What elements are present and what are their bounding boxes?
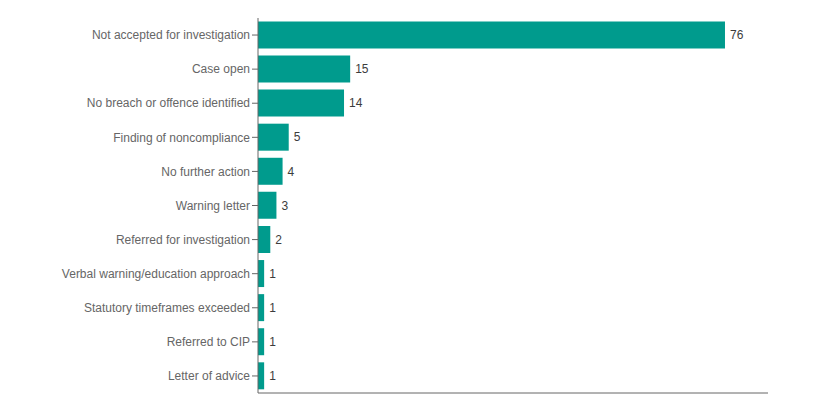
svg-text:15: 15 (355, 62, 369, 76)
svg-text:Verbal warning/education appro: Verbal warning/education approach (62, 267, 250, 281)
svg-text:No breach or offence identifie: No breach or offence identified (87, 96, 250, 110)
svg-text:Finding of noncompliance: Finding of noncompliance (113, 131, 250, 145)
svg-text:Warning letter: Warning letter (176, 199, 250, 213)
svg-text:No further action: No further action (161, 165, 250, 179)
svg-text:1: 1 (269, 369, 276, 383)
svg-text:14: 14 (349, 96, 363, 110)
svg-text:76: 76 (730, 28, 744, 42)
svg-text:Statutory timeframes exceeded: Statutory timeframes exceeded (84, 301, 250, 315)
svg-text:1: 1 (269, 335, 276, 349)
svg-text:1: 1 (269, 301, 276, 315)
svg-text:3: 3 (281, 199, 288, 213)
svg-text:2: 2 (275, 233, 282, 247)
svg-text:Letter of advice: Letter of advice (168, 369, 250, 383)
svg-text:1: 1 (269, 267, 276, 281)
svg-text:5: 5 (294, 130, 301, 144)
svg-text:4: 4 (288, 165, 295, 179)
svg-text:Referred for investigation: Referred for investigation (116, 233, 250, 247)
svg-text:Not accepted for investigation: Not accepted for investigation (92, 28, 250, 42)
svg-text:Referred to CIP: Referred to CIP (167, 335, 250, 349)
svg-text:Case open: Case open (192, 62, 250, 76)
